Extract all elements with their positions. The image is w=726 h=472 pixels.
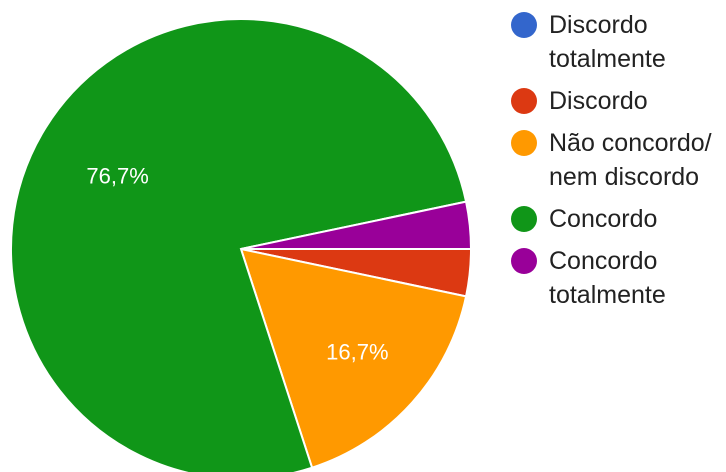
- legend-label-nao-concordo-nem-discordo: Não concordo/ nem discordo: [549, 129, 712, 191]
- legend-label-discordo: Discordo: [549, 87, 648, 115]
- legend-item-discordo[interactable]: Discordo: [511, 84, 721, 118]
- pie-slice-concordo[interactable]: [10, 18, 468, 472]
- pie-slice-concordo-totalmente[interactable]: [240, 200, 473, 250]
- legend-label-concordo-totalmente: Concordo totalmente: [549, 247, 666, 309]
- legend-label-discordo-totalmente: Discordo totalmente: [549, 11, 666, 73]
- legend-swatch-concordo: [511, 206, 537, 232]
- legend-swatch-discordo: [511, 88, 537, 114]
- legend-label-concordo: Concordo: [549, 205, 658, 233]
- legend-swatch-concordo-totalmente: [511, 248, 537, 274]
- pie-slice-nao-concordo-nem-discordo[interactable]: [239, 247, 468, 470]
- legend: Discordo totalmente Discordo Não concord…: [511, 8, 721, 320]
- legend-item-nao-concordo-nem-discordo[interactable]: Não concordo/ nem discordo: [511, 126, 721, 194]
- legend-item-concordo-totalmente[interactable]: Concordo totalmente: [511, 244, 721, 312]
- pie-slice-label-concordo: 76,7%: [86, 163, 148, 188]
- legend-swatch-nao-concordo-nem-discordo: [511, 130, 537, 156]
- legend-swatch-discordo-totalmente: [511, 12, 537, 38]
- pie-chart: 16,7% 76,7%: [10, 18, 473, 472]
- pie-slice-label-nao-concordo-nem-discordo: 16,7%: [326, 339, 388, 364]
- legend-item-discordo-totalmente[interactable]: Discordo totalmente: [511, 8, 721, 76]
- legend-item-concordo[interactable]: Concordo: [511, 202, 721, 236]
